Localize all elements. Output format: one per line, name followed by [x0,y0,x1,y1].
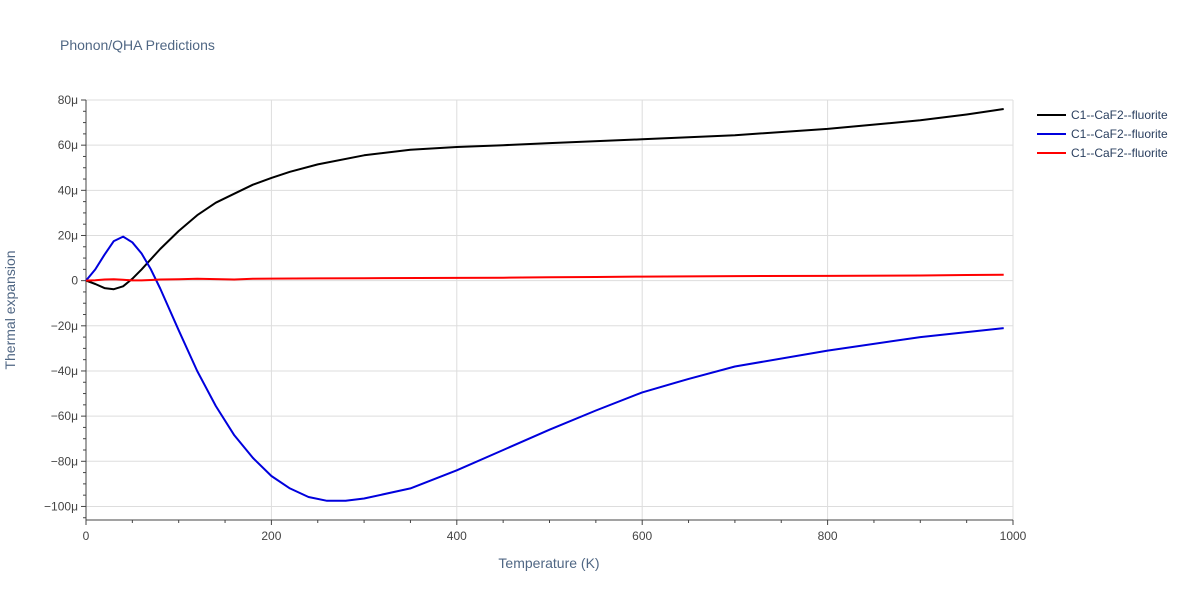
legend-label: C1--CaF2--fluorite [1071,127,1168,141]
legend-label: C1--CaF2--fluorite [1071,146,1168,160]
y-tick-label: 60μ [58,138,78,152]
series-line-1 [85,108,1004,291]
chart-title: Phonon/QHA Predictions [60,37,215,53]
x-tick-label: 200 [261,529,281,543]
x-tick-label: 0 [83,529,90,543]
x-tick-label: 600 [632,529,652,543]
y-tick-label: 80μ [58,93,78,107]
y-axis-title: Thermal expansion [2,250,18,369]
y-tick-label: −80μ [51,454,78,468]
legend[interactable]: C1--CaF2--fluorite C1--CaF2--fluorite C1--… [1037,108,1168,160]
legend-item-3[interactable]: C1--CaF2--fluorite [1037,146,1168,160]
axes [85,100,1013,521]
y-tick-label: −60μ [51,409,78,423]
x-tick-label: 800 [818,529,838,543]
grid [86,99,1014,520]
x-tick-label: 400 [447,529,467,543]
series-line-2 [85,235,1004,502]
legend-label: C1--CaF2--fluorite [1071,108,1168,122]
y-tick-label: 20μ [58,228,78,242]
y-tick-label: −100μ [44,499,78,513]
y-tick-label: 40μ [58,183,78,197]
legend-item-1[interactable]: C1--CaF2--fluorite [1037,108,1168,122]
plot-series [85,108,1004,502]
ticks: 0 200 400 600 800 1000 80μ 60μ 40μ 20μ 0 −20μ −40μ −6… [44,93,1027,543]
legend-item-2[interactable]: C1--CaF2--fluorite [1037,127,1168,141]
x-axis-title: Temperature (K) [498,555,599,571]
series-line-3 [85,273,1004,282]
y-tick-label: 0 [71,274,78,288]
x-tick-label: 1000 [1000,529,1027,543]
y-tick-label: −40μ [51,364,78,378]
y-tick-label: −20μ [51,319,78,333]
